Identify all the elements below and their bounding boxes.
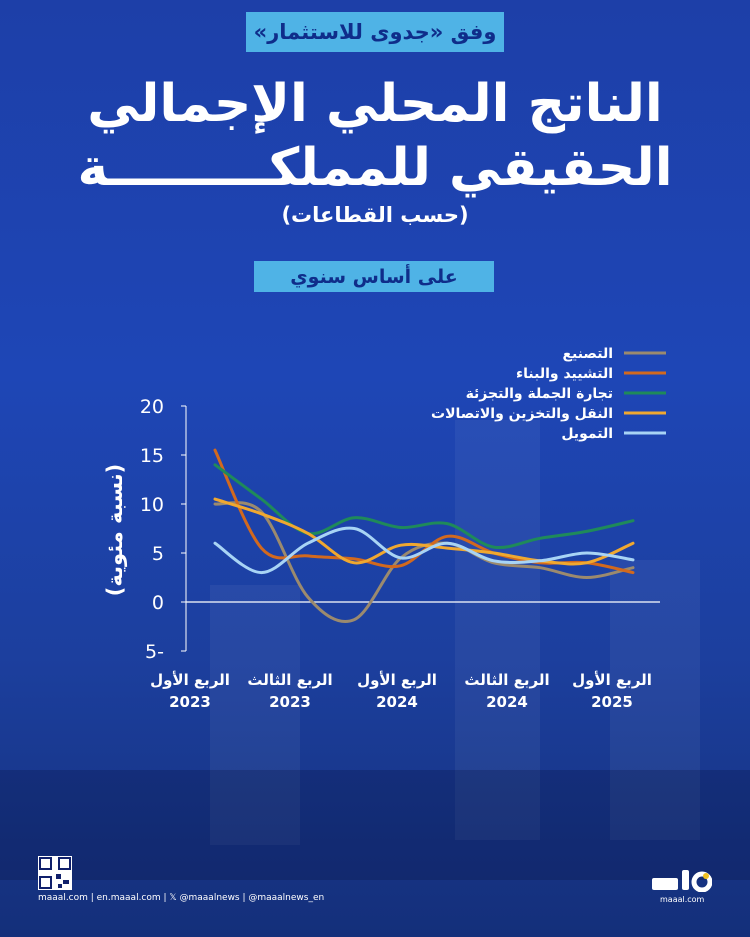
footer-links: maaal.com | en.maaal.com | 𝕏 @maaalnews …	[38, 893, 325, 903]
y-tick-label: 0	[152, 592, 164, 614]
legend-label-4: النقل والتخزين والاتصالات	[431, 406, 613, 422]
tick-layer: 20 15 10 5 0 5- (نسبة مئوية) الربع الأول 2023 الر…	[103, 396, 652, 711]
page-title-line2: الحقيقي للمملكـــــــــة	[77, 138, 673, 198]
bg-building-left	[210, 585, 300, 845]
bg-building-center	[455, 420, 540, 840]
series-line-5	[213, 526, 635, 575]
y-tick-label: 5	[152, 543, 164, 565]
basis-badge: على أساس سنوي	[254, 261, 494, 292]
legend-label-5: التمويل	[561, 426, 613, 442]
x-tick-label-line2: 2025	[591, 693, 633, 711]
legend-label-2: التشييد والبناء	[516, 366, 613, 382]
maaal-logo	[652, 868, 712, 900]
x-tick-label-line2: 2024	[486, 693, 528, 711]
x-tick-label-line1: الربع الأول	[150, 671, 230, 689]
y-tick-label: 15	[140, 445, 164, 467]
bg-building-right	[610, 560, 700, 840]
series-line-1	[213, 501, 635, 623]
x-tick-label-line1: الربع الأول	[572, 671, 652, 689]
page-title-line1: الناتج المحلي الإجمالي	[87, 74, 663, 134]
y-tick-label: 10	[140, 494, 164, 516]
legend-layer: التصنيع التشييد والبناء تجارة الجملة والتج…	[431, 346, 666, 442]
y-axis-label: (نسبة مئوية)	[103, 464, 127, 596]
source-badge: وفق «جدوى للاستثمار»	[246, 12, 504, 52]
x-tick-label-line1: الربع الثالث	[464, 671, 549, 689]
bg-ground	[0, 770, 750, 880]
x-tick-label-line2: 2024	[376, 693, 418, 711]
x-tick-label-line1: الربع الأول	[357, 671, 437, 689]
qr-code	[38, 856, 72, 890]
maaal-logo-mark	[652, 870, 712, 892]
series-layer	[213, 448, 635, 623]
series-line-4	[213, 497, 635, 566]
page-subtitle: (حسب القطاعات)	[281, 203, 469, 227]
legend-label-1: التصنيع	[562, 346, 613, 362]
x-tick-label-line2: 2023	[269, 693, 311, 711]
y-tick-label: 5-	[145, 641, 164, 663]
x-tick-label-line1: الربع الثالث	[247, 671, 332, 689]
series-line-3	[213, 463, 635, 550]
axis-layer	[181, 405, 660, 652]
legend-label-3: تجارة الجملة والتجزئة	[466, 386, 613, 402]
logo-text: maaal.com	[660, 895, 705, 904]
y-tick-label: 20	[140, 396, 164, 418]
x-tick-label-line2: 2023	[169, 693, 211, 711]
